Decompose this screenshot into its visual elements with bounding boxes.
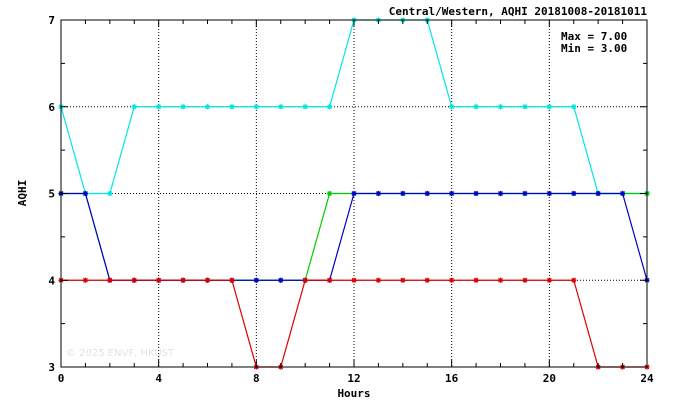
data-point-marker xyxy=(522,190,528,197)
data-point-marker xyxy=(449,190,455,197)
data-point-marker xyxy=(571,277,577,283)
y-tick-label: 4 xyxy=(48,274,55,287)
chart-title: Central/Western, AQHI 20181008-20181011 xyxy=(389,5,648,18)
data-point-marker xyxy=(326,190,333,197)
data-point-marker xyxy=(156,277,162,283)
data-point-marker xyxy=(107,277,113,283)
x-tick-label: 16 xyxy=(445,372,459,385)
data-point-marker xyxy=(253,277,259,283)
y-tick-label: 7 xyxy=(48,14,55,27)
data-point-marker xyxy=(473,190,479,197)
min-value-label: Min = 3.00 xyxy=(561,42,627,55)
x-tick-label: 20 xyxy=(543,372,556,385)
data-point-marker xyxy=(326,104,333,110)
data-point-marker xyxy=(82,190,89,197)
x-tick-label: 12 xyxy=(347,372,360,385)
data-point-marker xyxy=(204,277,211,283)
max-value-label: Max = 7.00 xyxy=(561,30,627,43)
watermark-text: © 2025 ENVF, HKUST xyxy=(66,348,175,359)
x-tick-label: 4 xyxy=(155,372,162,385)
data-point-marker xyxy=(180,104,186,110)
data-point-marker xyxy=(473,104,479,110)
y-tick-label: 5 xyxy=(48,188,55,201)
series-4 xyxy=(58,277,650,370)
data-point-marker xyxy=(351,277,357,283)
series-layer xyxy=(58,17,650,370)
data-point-marker xyxy=(82,277,89,283)
data-point-marker xyxy=(302,277,308,283)
data-point-marker xyxy=(180,277,186,283)
y-tick-label: 3 xyxy=(48,361,55,374)
data-point-marker xyxy=(278,104,284,110)
data-point-marker xyxy=(156,104,162,110)
data-point-marker xyxy=(522,277,528,283)
data-point-marker xyxy=(351,190,357,197)
data-point-marker xyxy=(473,277,479,283)
data-point-marker xyxy=(522,104,528,110)
data-point-marker xyxy=(253,104,259,110)
data-point-marker xyxy=(229,277,235,283)
data-point-marker xyxy=(229,104,235,110)
data-point-marker xyxy=(424,190,430,197)
data-point-marker xyxy=(424,277,430,283)
data-point-marker xyxy=(302,104,308,110)
data-point-marker xyxy=(278,277,284,283)
data-point-marker xyxy=(400,190,406,197)
x-tick-label: 8 xyxy=(253,372,260,385)
data-point-marker xyxy=(107,190,113,197)
x-tick-label: 24 xyxy=(640,372,654,385)
data-point-marker xyxy=(400,277,406,283)
data-point-marker xyxy=(546,104,552,110)
data-point-marker xyxy=(546,277,552,283)
y-tick-label: 6 xyxy=(48,101,55,114)
x-axis-title: Hours xyxy=(337,387,370,400)
x-tick-label: 0 xyxy=(58,372,65,385)
data-point-marker xyxy=(131,104,137,110)
data-point-marker xyxy=(131,277,137,283)
data-point-marker xyxy=(375,277,382,283)
data-point-marker xyxy=(204,104,211,110)
data-point-marker xyxy=(497,277,504,283)
axis-ticks: 0 4 8 12 16 20 24 3 4 5 6 7 xyxy=(48,14,654,385)
data-point-marker xyxy=(571,190,577,197)
data-point-marker xyxy=(326,277,333,283)
data-point-marker xyxy=(449,104,455,110)
data-point-marker xyxy=(375,190,382,197)
grid-lines xyxy=(61,20,647,367)
data-point-marker xyxy=(546,190,552,197)
data-point-marker xyxy=(497,104,504,110)
y-axis-title: AQHI xyxy=(16,180,29,207)
data-point-marker xyxy=(571,104,577,110)
data-point-marker xyxy=(619,190,626,197)
data-point-marker xyxy=(497,190,504,197)
data-point-marker xyxy=(595,190,601,197)
data-point-marker xyxy=(449,277,455,283)
